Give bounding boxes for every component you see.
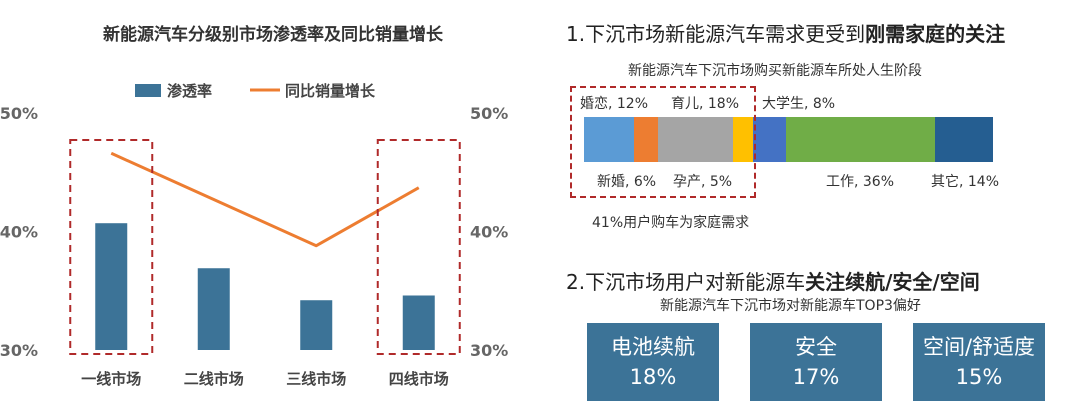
category-label: 四线市场: [389, 370, 449, 388]
section1-heading: 1.下沉市场新能源汽车需求更受到刚需家庭的关注: [566, 22, 1006, 46]
combo-chart: 新能源汽车分级别市场渗透率及同比销量增长 渗透率 同比销量增长 30% 40% 50%…: [0, 24, 508, 388]
bar-一线市场: [95, 223, 128, 350]
line-series: [110, 151, 420, 248]
bar-series: [95, 223, 435, 350]
y-right-tick: 30%: [470, 341, 508, 360]
pref-name: 安全: [795, 335, 837, 359]
pref-value: 17%: [792, 365, 840, 389]
chart-axes: 30% 40% 50% 30% 40% 50%: [0, 104, 508, 360]
y-right-tick: 40%: [470, 223, 508, 242]
chart-title: 新能源汽车分级别市场渗透率及同比销量增长: [103, 24, 444, 45]
segment-label-工作: 工作, 36%: [826, 174, 895, 190]
segment-label-其它: 其它, 14%: [931, 174, 1000, 190]
right-panel: 1.下沉市场新能源汽车需求更受到刚需家庭的关注 新能源汽车下沉市场购买新能源车所…: [560, 0, 1080, 413]
pref-card-safety: 安全 17%: [750, 323, 882, 401]
segment-label-新婚: 新婚, 6%: [597, 174, 657, 190]
legend-label-line: 同比销量增长: [285, 82, 376, 100]
segment-大学生: [753, 117, 787, 162]
y-right-tick: 50%: [470, 104, 508, 123]
segment-label-大学生: 大学生, 8%: [762, 96, 836, 112]
pref-value: 18%: [629, 365, 677, 389]
highlight-boxes: [69, 139, 461, 355]
bar-二线市场: [197, 268, 230, 350]
segment-婚恋: [584, 117, 634, 162]
growth-line: [110, 151, 420, 248]
bar-三线市场: [300, 300, 333, 350]
life-stage-stacked-bar: [584, 117, 993, 162]
pref-card-space-comfort: 空间/舒适度 15%: [913, 323, 1045, 401]
segment-label-婚恋: 婚恋, 12%: [580, 96, 649, 112]
category-label: 一线市场: [81, 370, 141, 388]
segment-label-孕产: 孕产, 5%: [673, 174, 733, 190]
section2-heading: 2.下沉市场用户对新能源车关注续航/安全/空间: [566, 270, 980, 294]
segment-工作: [786, 117, 936, 162]
legend-swatch-bar: [135, 84, 161, 97]
section1-caption: 新能源汽车下沉市场购买新能源车所处人生阶段: [628, 63, 922, 79]
segment-其它: [935, 117, 993, 162]
category-label: 三线市场: [286, 370, 346, 388]
category-label: 二线市场: [184, 370, 244, 388]
bar-四线市场: [402, 295, 435, 350]
pref-value: 15%: [955, 365, 1003, 389]
segment-label-育儿: 育儿, 18%: [671, 96, 740, 112]
pref-card-battery-range: 电池续航 18%: [587, 323, 719, 401]
section2-caption: 新能源汽车下沉市场对新能源车TOP3偏好: [660, 298, 921, 314]
legend-label-bar: 渗透率: [167, 82, 212, 100]
family-need-highlight-box: [570, 86, 756, 198]
y-left-tick: 40%: [0, 223, 38, 242]
highlight-box-一线市场: [69, 139, 154, 355]
category-labels: 一线市场 二线市场 三线市场 四线市场: [81, 370, 449, 388]
chart-legend: 渗透率 同比销量增长: [135, 82, 376, 100]
family-need-note: 41%用户购车为家庭需求: [592, 215, 750, 231]
highlight-box-四线市场: [376, 139, 461, 355]
segment-新婚: [633, 117, 659, 162]
segment-孕产: [732, 117, 754, 162]
pref-name: 空间/舒适度: [922, 335, 1036, 359]
y-left-tick: 30%: [0, 341, 38, 360]
y-left-tick: 50%: [0, 104, 38, 123]
segment-育儿: [658, 117, 733, 162]
pref-name: 电池续航: [611, 335, 695, 359]
